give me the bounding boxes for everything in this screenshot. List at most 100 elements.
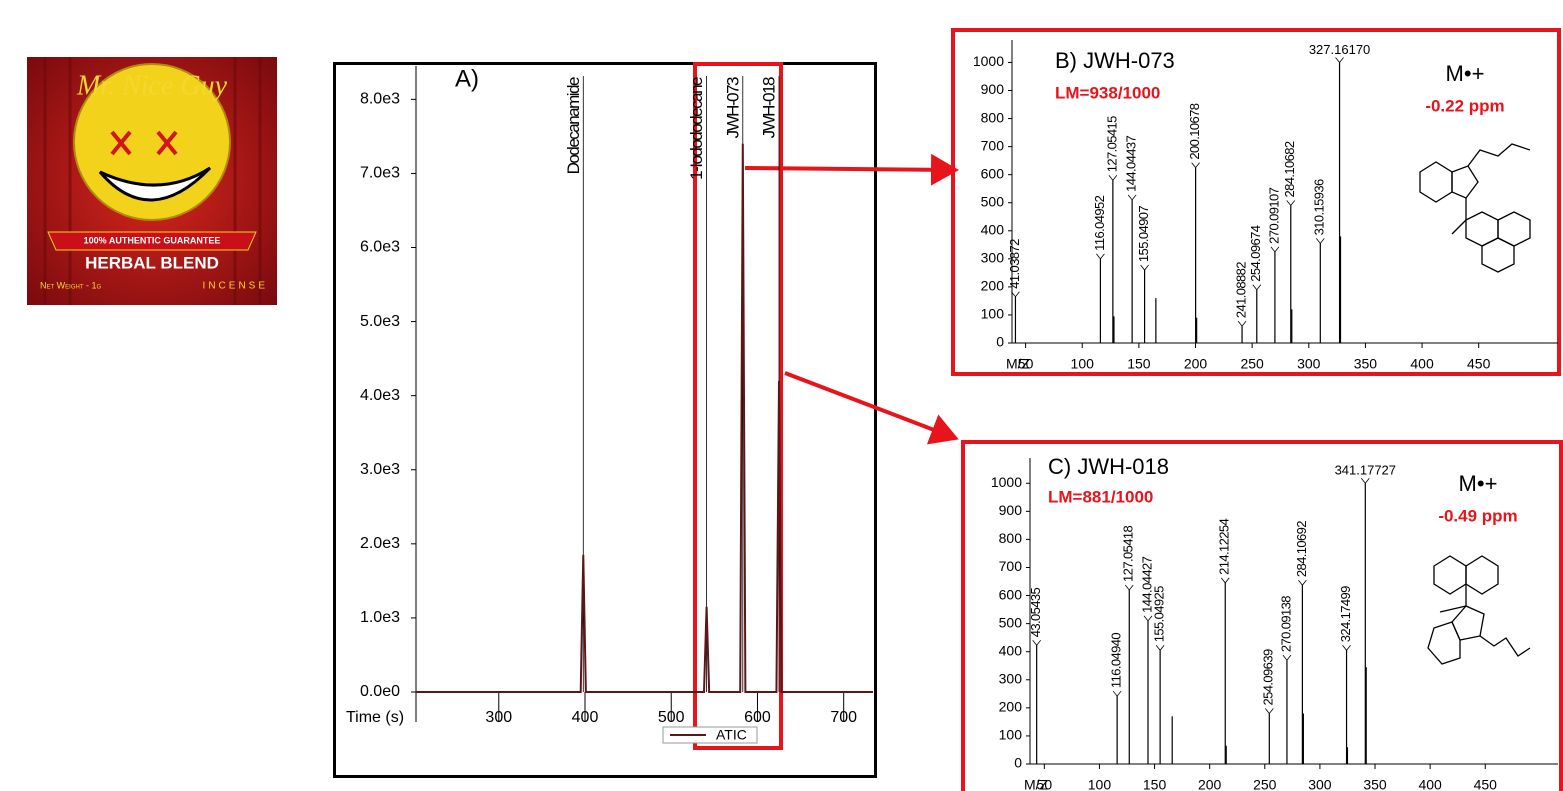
peak-label: 144.04437: [1124, 135, 1139, 191]
x-tick-label: 300: [1308, 777, 1332, 791]
peak-marker: [1096, 254, 1104, 259]
y-tick-label: 700: [981, 137, 1005, 153]
y-tick-label: 1000: [973, 53, 1004, 69]
peak-marker: [1221, 578, 1229, 583]
y-tick-label: 3.0e3: [360, 461, 400, 478]
y-tick-label: 600: [981, 165, 1005, 181]
mass-error: -0.49 ppm: [1438, 506, 1517, 525]
library-match: LM=938/1000: [1055, 83, 1160, 102]
peak-marker: [1113, 691, 1121, 696]
x-tick-label: 400: [1410, 356, 1434, 372]
x-tick-label: 150: [1143, 777, 1167, 791]
mass-error: -0.22 ppm: [1425, 96, 1504, 115]
panel-label: A): [455, 65, 479, 92]
y-tick-label: 300: [999, 670, 1023, 686]
x-tick-label: 500: [658, 709, 685, 726]
annotation: Dodecanamide: [564, 77, 583, 174]
y-tick-label: 200: [999, 699, 1023, 715]
ion-label: M•+: [1459, 471, 1498, 496]
y-tick-label: 900: [999, 502, 1023, 518]
x-axis-label: Time (s): [346, 709, 404, 726]
y-tick-label: 800: [999, 530, 1023, 546]
peak-marker: [1109, 175, 1117, 180]
peak-marker: [1283, 655, 1291, 660]
product: HERBAL BLEND: [85, 253, 219, 272]
peak-label: 284.10692: [1294, 521, 1309, 577]
peak-label: 214.12254: [1217, 519, 1232, 575]
y-tick-label: 100: [981, 306, 1005, 322]
peak-label: 241.08882: [1233, 262, 1248, 318]
y-tick-label: 8.0e3: [360, 91, 400, 108]
x-tick-label: 450: [1474, 777, 1498, 791]
peak-marker: [1298, 580, 1306, 585]
x-tick-label: 400: [1418, 777, 1442, 791]
peak-marker: [1336, 57, 1344, 62]
peak-label: 155.04925: [1152, 586, 1167, 642]
arrow: [785, 373, 955, 438]
x-tick-label: 150: [1127, 356, 1151, 372]
peak-label: 254.09674: [1248, 225, 1263, 281]
annotation: JWH-073: [723, 77, 742, 138]
peak-marker: [1156, 645, 1164, 650]
x-tick-label: 250: [1253, 777, 1277, 791]
structure-jwh-018: [1428, 556, 1530, 664]
x-tick-label: 200: [1198, 777, 1222, 791]
arrow: [745, 168, 955, 170]
peak-label: 341.17727: [1335, 463, 1396, 478]
peak-marker: [1128, 195, 1136, 200]
y-tick-label: 7.0e3: [360, 165, 400, 182]
trace: [416, 144, 873, 692]
peak-marker: [1033, 640, 1041, 645]
x-axis-label: M/Z: [1024, 777, 1049, 791]
peak-label: 43.05435: [1028, 587, 1043, 637]
y-tick-label: 0: [996, 334, 1004, 350]
x-tick-label: 200: [1184, 356, 1208, 372]
y-tick-label: 400: [981, 221, 1005, 237]
weight: Net Weight - 1g: [40, 280, 101, 290]
y-tick-label: 4.0e3: [360, 387, 400, 404]
x-tick-label: 350: [1363, 777, 1387, 791]
peak-label: 270.09107: [1266, 187, 1281, 243]
peak-label: 116.04940: [1109, 633, 1124, 688]
x-tick-label: 600: [744, 709, 771, 726]
y-tick-label: 100: [999, 727, 1023, 743]
peak-marker: [1343, 645, 1351, 650]
x-tick-label: 350: [1354, 356, 1378, 372]
x-tick-label: 100: [1071, 356, 1095, 372]
y-tick-label: 800: [981, 109, 1005, 125]
x-axis-label: M/Z: [1006, 356, 1031, 372]
y-tick-label: 700: [999, 558, 1023, 574]
panel-title: B) JWH-073: [1055, 48, 1175, 73]
y-tick-label: 500: [999, 614, 1023, 630]
peak-marker: [1192, 163, 1200, 168]
peak-marker: [1238, 321, 1246, 326]
y-tick-label: 300: [981, 250, 1005, 266]
panel-title: C) JWH-018: [1048, 454, 1169, 479]
y-tick-label: 5.0e3: [360, 313, 400, 330]
y-tick-label: 600: [999, 586, 1023, 602]
peak-label: 155.04907: [1136, 206, 1151, 262]
brand: Mr. Nice Guy: [76, 70, 228, 101]
y-tick-label: 400: [999, 642, 1023, 658]
peak-label: 254.09639: [1261, 649, 1276, 705]
y-tick-label: 500: [981, 193, 1005, 209]
y-tick-label: 0: [1014, 755, 1022, 771]
peak-label: 310.15936: [1312, 179, 1327, 235]
peak-marker: [1253, 285, 1261, 290]
package: Mr. Nice Guy 100% AUTHENTIC GUARANTEE HE…: [27, 57, 277, 305]
peak-marker: [1141, 265, 1149, 270]
peak-label: 270.09138: [1278, 596, 1293, 652]
y-tick-label: 0.0e0: [360, 683, 400, 700]
x-tick-label: 300: [485, 709, 512, 726]
peak-label: 200.10678: [1187, 103, 1202, 159]
peak-label: 327.16170: [1309, 42, 1370, 57]
y-tick-label: 900: [981, 81, 1005, 97]
peak-marker: [1316, 238, 1324, 243]
peak-label: 116.04952: [1092, 195, 1107, 250]
peak-label: 127.05418: [1121, 526, 1136, 582]
peak-label: 127.05415: [1104, 116, 1119, 172]
peak-marker: [1265, 708, 1273, 713]
library-match: LM=881/1000: [1048, 487, 1153, 506]
peak-label: 284.10682: [1282, 141, 1297, 197]
x-tick-label: 100: [1088, 777, 1112, 791]
